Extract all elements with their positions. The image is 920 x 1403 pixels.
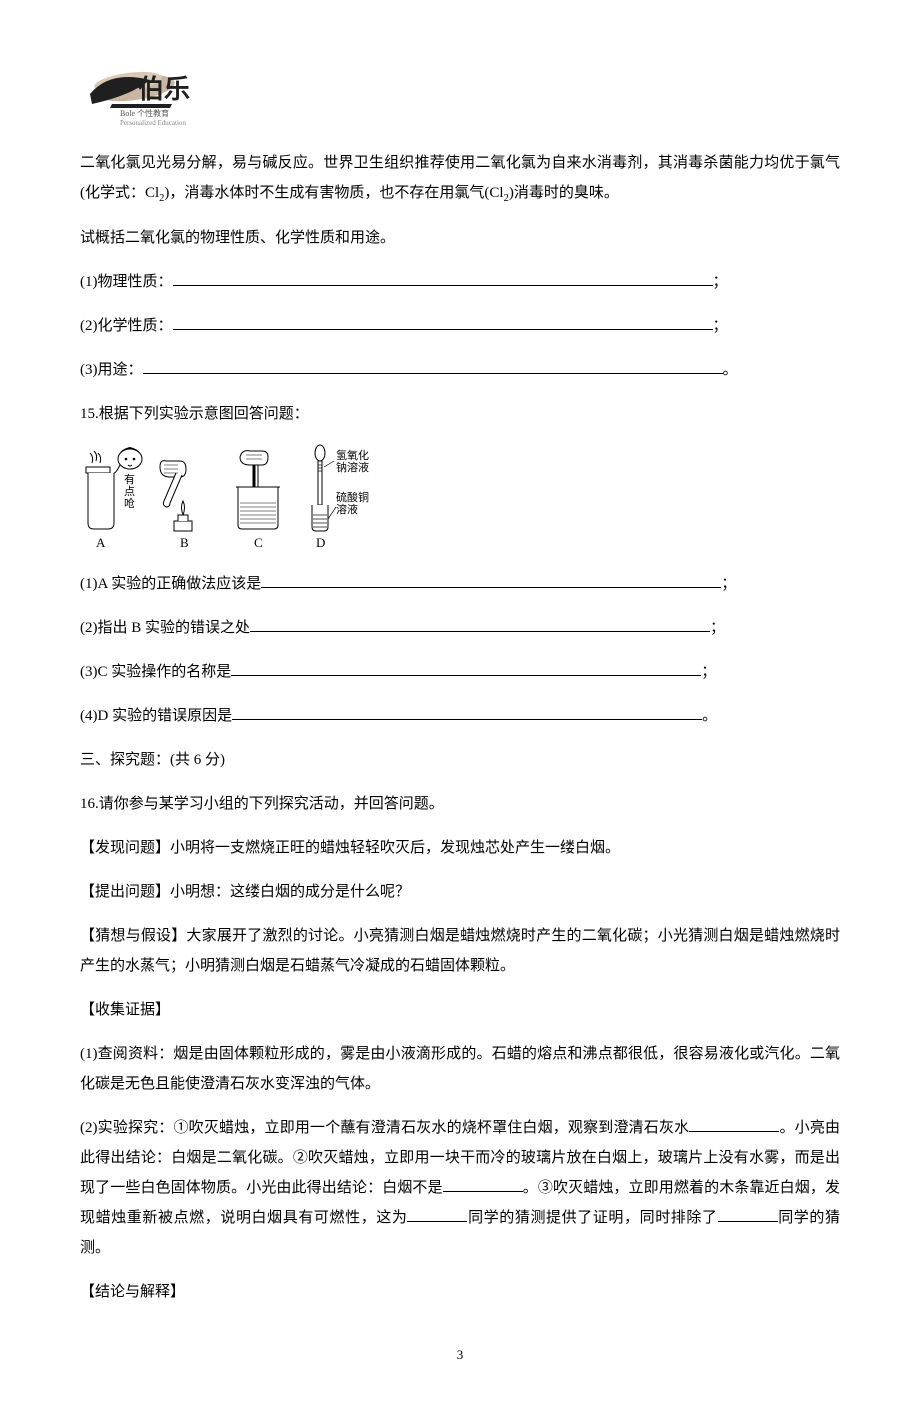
q2-label: (2)化学性质： <box>80 318 173 334</box>
fig-a: 有 点 呛 A <box>86 447 142 550</box>
svg-text:D: D <box>316 535 325 550</box>
ev2-blank-1[interactable] <box>689 1131 779 1132</box>
page-number: 3 <box>80 1347 840 1363</box>
intro-para-2: 试概括二氧化氯的物理性质、化学性质和用途。 <box>80 223 840 253</box>
ev2-blank-4[interactable] <box>718 1221 778 1222</box>
q3-label: (3)用途： <box>80 362 143 378</box>
fig-d: 氢氧化 钠溶液 硫酸铜 溶液 D <box>312 445 369 550</box>
q15-2-blank[interactable] <box>250 631 710 632</box>
q2-blank[interactable] <box>173 329 713 330</box>
p-question: 【提出问题】小明想：这缕白烟的成分是什么呢？ <box>80 877 840 907</box>
q2-line: (2)化学性质：； <box>80 311 840 341</box>
document-page: 伯乐 Bole 个性教育 Personalized Education 二氧化氯… <box>0 0 920 1403</box>
q1-line: (1)物理性质：； <box>80 267 840 297</box>
svg-text:钠溶液: 钠溶液 <box>336 460 369 474</box>
q15-1-blank[interactable] <box>261 587 721 588</box>
ev2-blank-3[interactable] <box>407 1221 467 1222</box>
q3-blank[interactable] <box>143 373 723 374</box>
logo-sub1: Bole 个性教育 <box>120 108 169 118</box>
p-ev1: (1)查阅资料：烟是由固体颗粒形成的，雾是由小液滴形成的。石蜡的熔点和沸点都很低… <box>80 1039 840 1099</box>
q15-4: (4)D 实验的错误原因是。 <box>80 701 840 731</box>
p-collect: 【收集证据】 <box>80 995 840 1025</box>
q15-title: 15.根据下列实验示意图回答问题： <box>80 399 840 429</box>
q15-3: (3)C 实验操作的名称是； <box>80 657 840 687</box>
logo-graphic: 伯乐 Bole 个性教育 Personalized Education <box>80 60 240 128</box>
svg-text:溶液: 溶液 <box>336 502 358 516</box>
experiment-figure: 有 点 呛 A B <box>80 443 840 563</box>
svg-text:点: 点 <box>124 485 135 498</box>
svg-text:C: C <box>254 535 263 550</box>
svg-text:氢氧化: 氢氧化 <box>336 448 369 462</box>
intro-para-1: 二氧化氯见光易分解，易与碱反应。世界卫生组织推荐使用二氧化氯为自来水消毒剂，其消… <box>80 148 840 209</box>
p-discover: 【发现问题】小明将一支燃烧正旺的蜡烛轻轻吹灭后，发现烛芯处产生一缕白烟。 <box>80 833 840 863</box>
q1-label: (1)物理性质： <box>80 274 173 290</box>
p-ev2: (2)实验探究：①吹灭蜡烛，立即用一个蘸有澄清石灰水的烧杯罩住白烟，观察到澄清石… <box>80 1113 840 1263</box>
logo-sub2: Personalized Education <box>120 119 186 127</box>
q15-1: (1)A 实验的正确做法应该是； <box>80 569 840 599</box>
q15-2: (2)指出 B 实验的错误之处； <box>80 613 840 643</box>
svg-text:B: B <box>180 535 189 550</box>
section-3-title: 三、探究题：(共 6 分) <box>80 745 840 775</box>
q1-blank[interactable] <box>173 285 713 286</box>
svg-text:呛: 呛 <box>124 496 135 510</box>
q15-3-blank[interactable] <box>231 675 701 676</box>
p-conclude: 【结论与解释】 <box>80 1277 840 1307</box>
logo-cn-text: 伯乐 <box>138 74 190 104</box>
logo: 伯乐 Bole 个性教育 Personalized Education <box>80 60 840 128</box>
q16-intro: 16.请你参与某学习小组的下列探究活动，并回答问题。 <box>80 789 840 819</box>
svg-text:硫酸铜: 硫酸铜 <box>336 490 369 504</box>
svg-text:A: A <box>96 535 106 550</box>
q15-4-blank[interactable] <box>232 719 702 720</box>
fig-b: B <box>160 461 192 550</box>
p-guess: 【猜想与假设】大家展开了激烈的讨论。小亮猜测白烟是蜡烛燃烧时产生的二氧化碳；小光… <box>80 921 840 981</box>
svg-text:有: 有 <box>124 472 135 486</box>
fig-c: C <box>236 451 280 550</box>
ev2-blank-2[interactable] <box>443 1191 523 1192</box>
q3-line: (3)用途：。 <box>80 355 840 385</box>
